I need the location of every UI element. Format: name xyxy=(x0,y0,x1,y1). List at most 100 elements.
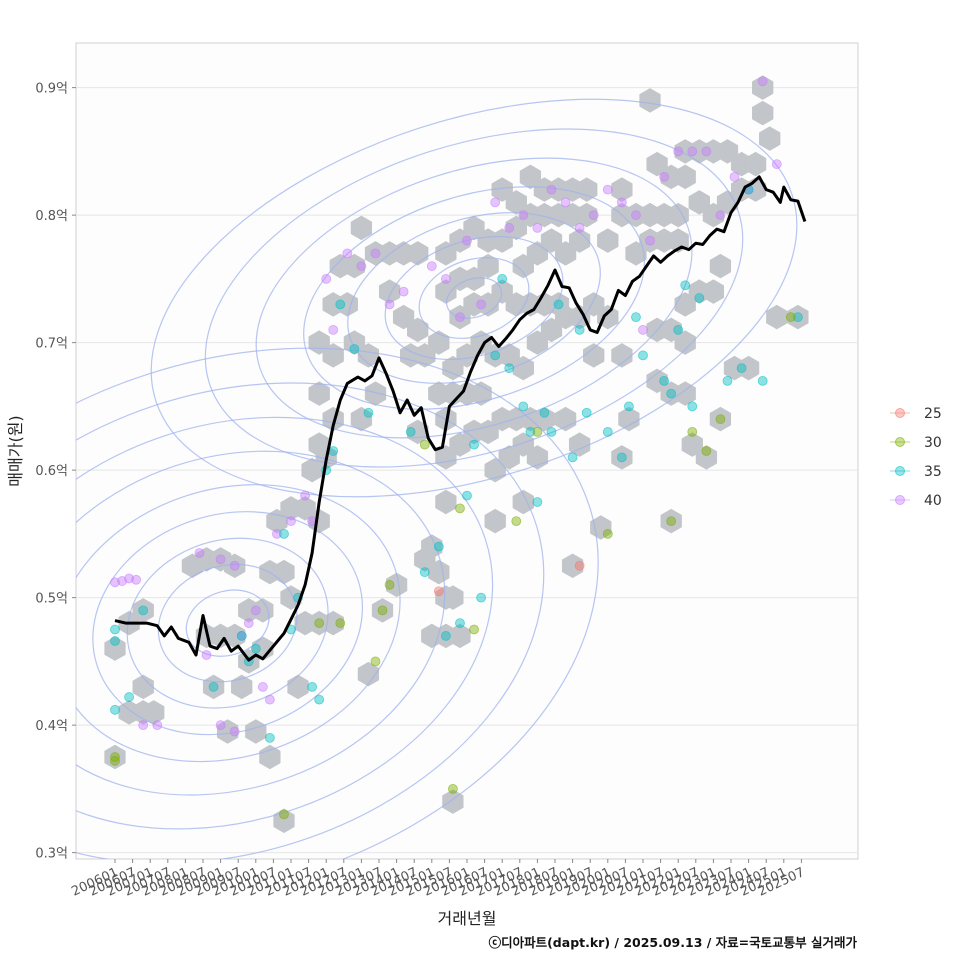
legend-label: 35 xyxy=(924,464,942,480)
data-point-35 xyxy=(236,630,247,641)
data-point-30 xyxy=(370,656,381,667)
x-axis-title: 거래년월 xyxy=(438,909,497,928)
density-contour xyxy=(204,128,744,468)
hexbin xyxy=(660,508,682,534)
y-axis: 0.3억 0.4억 0.5억 0.6억 0.7억 0.8억 0.9억 xyxy=(35,82,76,862)
hexbin xyxy=(702,279,725,304)
hexbin xyxy=(561,553,584,579)
data-point-40 xyxy=(616,197,627,208)
data-point-35 xyxy=(546,426,557,437)
data-point-35 xyxy=(722,375,733,386)
data-point-40 xyxy=(504,222,515,233)
data-point-35 xyxy=(624,401,634,412)
hexbin xyxy=(104,636,126,661)
data-point-35 xyxy=(673,324,684,335)
y-tick-label: 0.5억 xyxy=(35,592,68,607)
hexbin xyxy=(216,719,239,744)
data-point-30 xyxy=(701,446,712,456)
data-point-40 xyxy=(201,650,212,660)
data-point-30 xyxy=(666,516,677,527)
hexbin xyxy=(752,75,774,100)
hexbin xyxy=(132,674,154,700)
legend: 25 30 35 40 xyxy=(890,406,942,509)
hexbin xyxy=(611,445,633,470)
data-point-35 xyxy=(124,692,134,702)
hexbin xyxy=(435,489,457,515)
data-point-35 xyxy=(525,426,536,437)
y-tick-label: 0.3억 xyxy=(35,847,68,862)
data-point-40 xyxy=(300,490,310,501)
data-point-40 xyxy=(476,299,486,310)
data-point-40 xyxy=(229,560,240,571)
data-point-35 xyxy=(659,375,670,386)
y-tick-label: 0.4억 xyxy=(35,719,68,734)
hexbin xyxy=(674,292,696,317)
hexbin xyxy=(477,253,499,279)
data-point-35 xyxy=(440,630,451,641)
data-point-35 xyxy=(110,636,120,646)
data-point-35 xyxy=(687,401,698,412)
data-point-40 xyxy=(757,76,768,87)
hexbin xyxy=(470,381,492,406)
hexbin xyxy=(611,343,633,368)
data-point-35 xyxy=(138,605,149,616)
legend-label: 25 xyxy=(924,406,942,422)
data-point-40 xyxy=(328,324,339,335)
data-point-40 xyxy=(574,222,585,233)
legend-key-25 xyxy=(895,408,905,418)
density-contour xyxy=(76,450,446,796)
data-point-35 xyxy=(490,350,501,361)
scatter-points xyxy=(110,76,803,820)
data-point-40 xyxy=(384,299,395,310)
data-point-35 xyxy=(419,567,430,578)
data-point-35 xyxy=(504,363,515,374)
data-point-30 xyxy=(419,439,430,450)
hexbin xyxy=(583,343,605,368)
data-point-30 xyxy=(448,783,458,794)
y-tick-label: 0.9억 xyxy=(35,82,68,97)
data-point-40 xyxy=(673,146,684,157)
data-point-40 xyxy=(250,605,261,616)
data-point-40 xyxy=(215,554,226,565)
data-point-30 xyxy=(511,516,522,527)
data-point-40 xyxy=(490,197,501,208)
data-point-40 xyxy=(532,222,543,233)
hexbin xyxy=(371,598,394,623)
data-point-40 xyxy=(687,146,698,157)
legend-label: 30 xyxy=(924,435,942,451)
data-point-35 xyxy=(616,452,627,463)
hexbin xyxy=(674,381,696,406)
hexbin xyxy=(752,100,774,126)
data-point-35 xyxy=(518,401,529,412)
y-tick-label: 0.8억 xyxy=(35,209,68,224)
hexbin xyxy=(343,253,366,279)
hexbin xyxy=(308,381,330,406)
y-tick-label: 0.7억 xyxy=(35,337,68,352)
hexbin xyxy=(568,228,591,253)
hexbin xyxy=(618,406,640,432)
data-point-40 xyxy=(272,528,282,539)
data-point-40 xyxy=(194,548,205,558)
data-point-30 xyxy=(532,426,543,437)
hexbin xyxy=(512,489,534,515)
data-point-40 xyxy=(356,261,367,272)
data-point-40 xyxy=(602,184,613,195)
data-point-35 xyxy=(631,312,641,323)
data-point-35 xyxy=(462,490,472,501)
hexbin xyxy=(597,228,619,253)
hexbin xyxy=(245,719,267,744)
caption: ⓒ디아파트(dapt.kr) / 2025.09.13 / 자료=국토교통부 실… xyxy=(489,935,858,950)
data-point-40 xyxy=(701,146,712,157)
data-point-35 xyxy=(363,407,374,418)
data-point-30 xyxy=(785,312,796,323)
hexbin xyxy=(695,445,718,470)
hexbin xyxy=(576,177,598,202)
data-point-40 xyxy=(215,720,226,731)
data-point-30 xyxy=(715,414,726,425)
hexbin xyxy=(611,177,633,202)
data-point-35 xyxy=(736,363,747,374)
data-point-35 xyxy=(314,694,325,705)
density-contour xyxy=(76,347,599,859)
hexbin xyxy=(442,585,464,610)
hexbin xyxy=(484,508,506,534)
